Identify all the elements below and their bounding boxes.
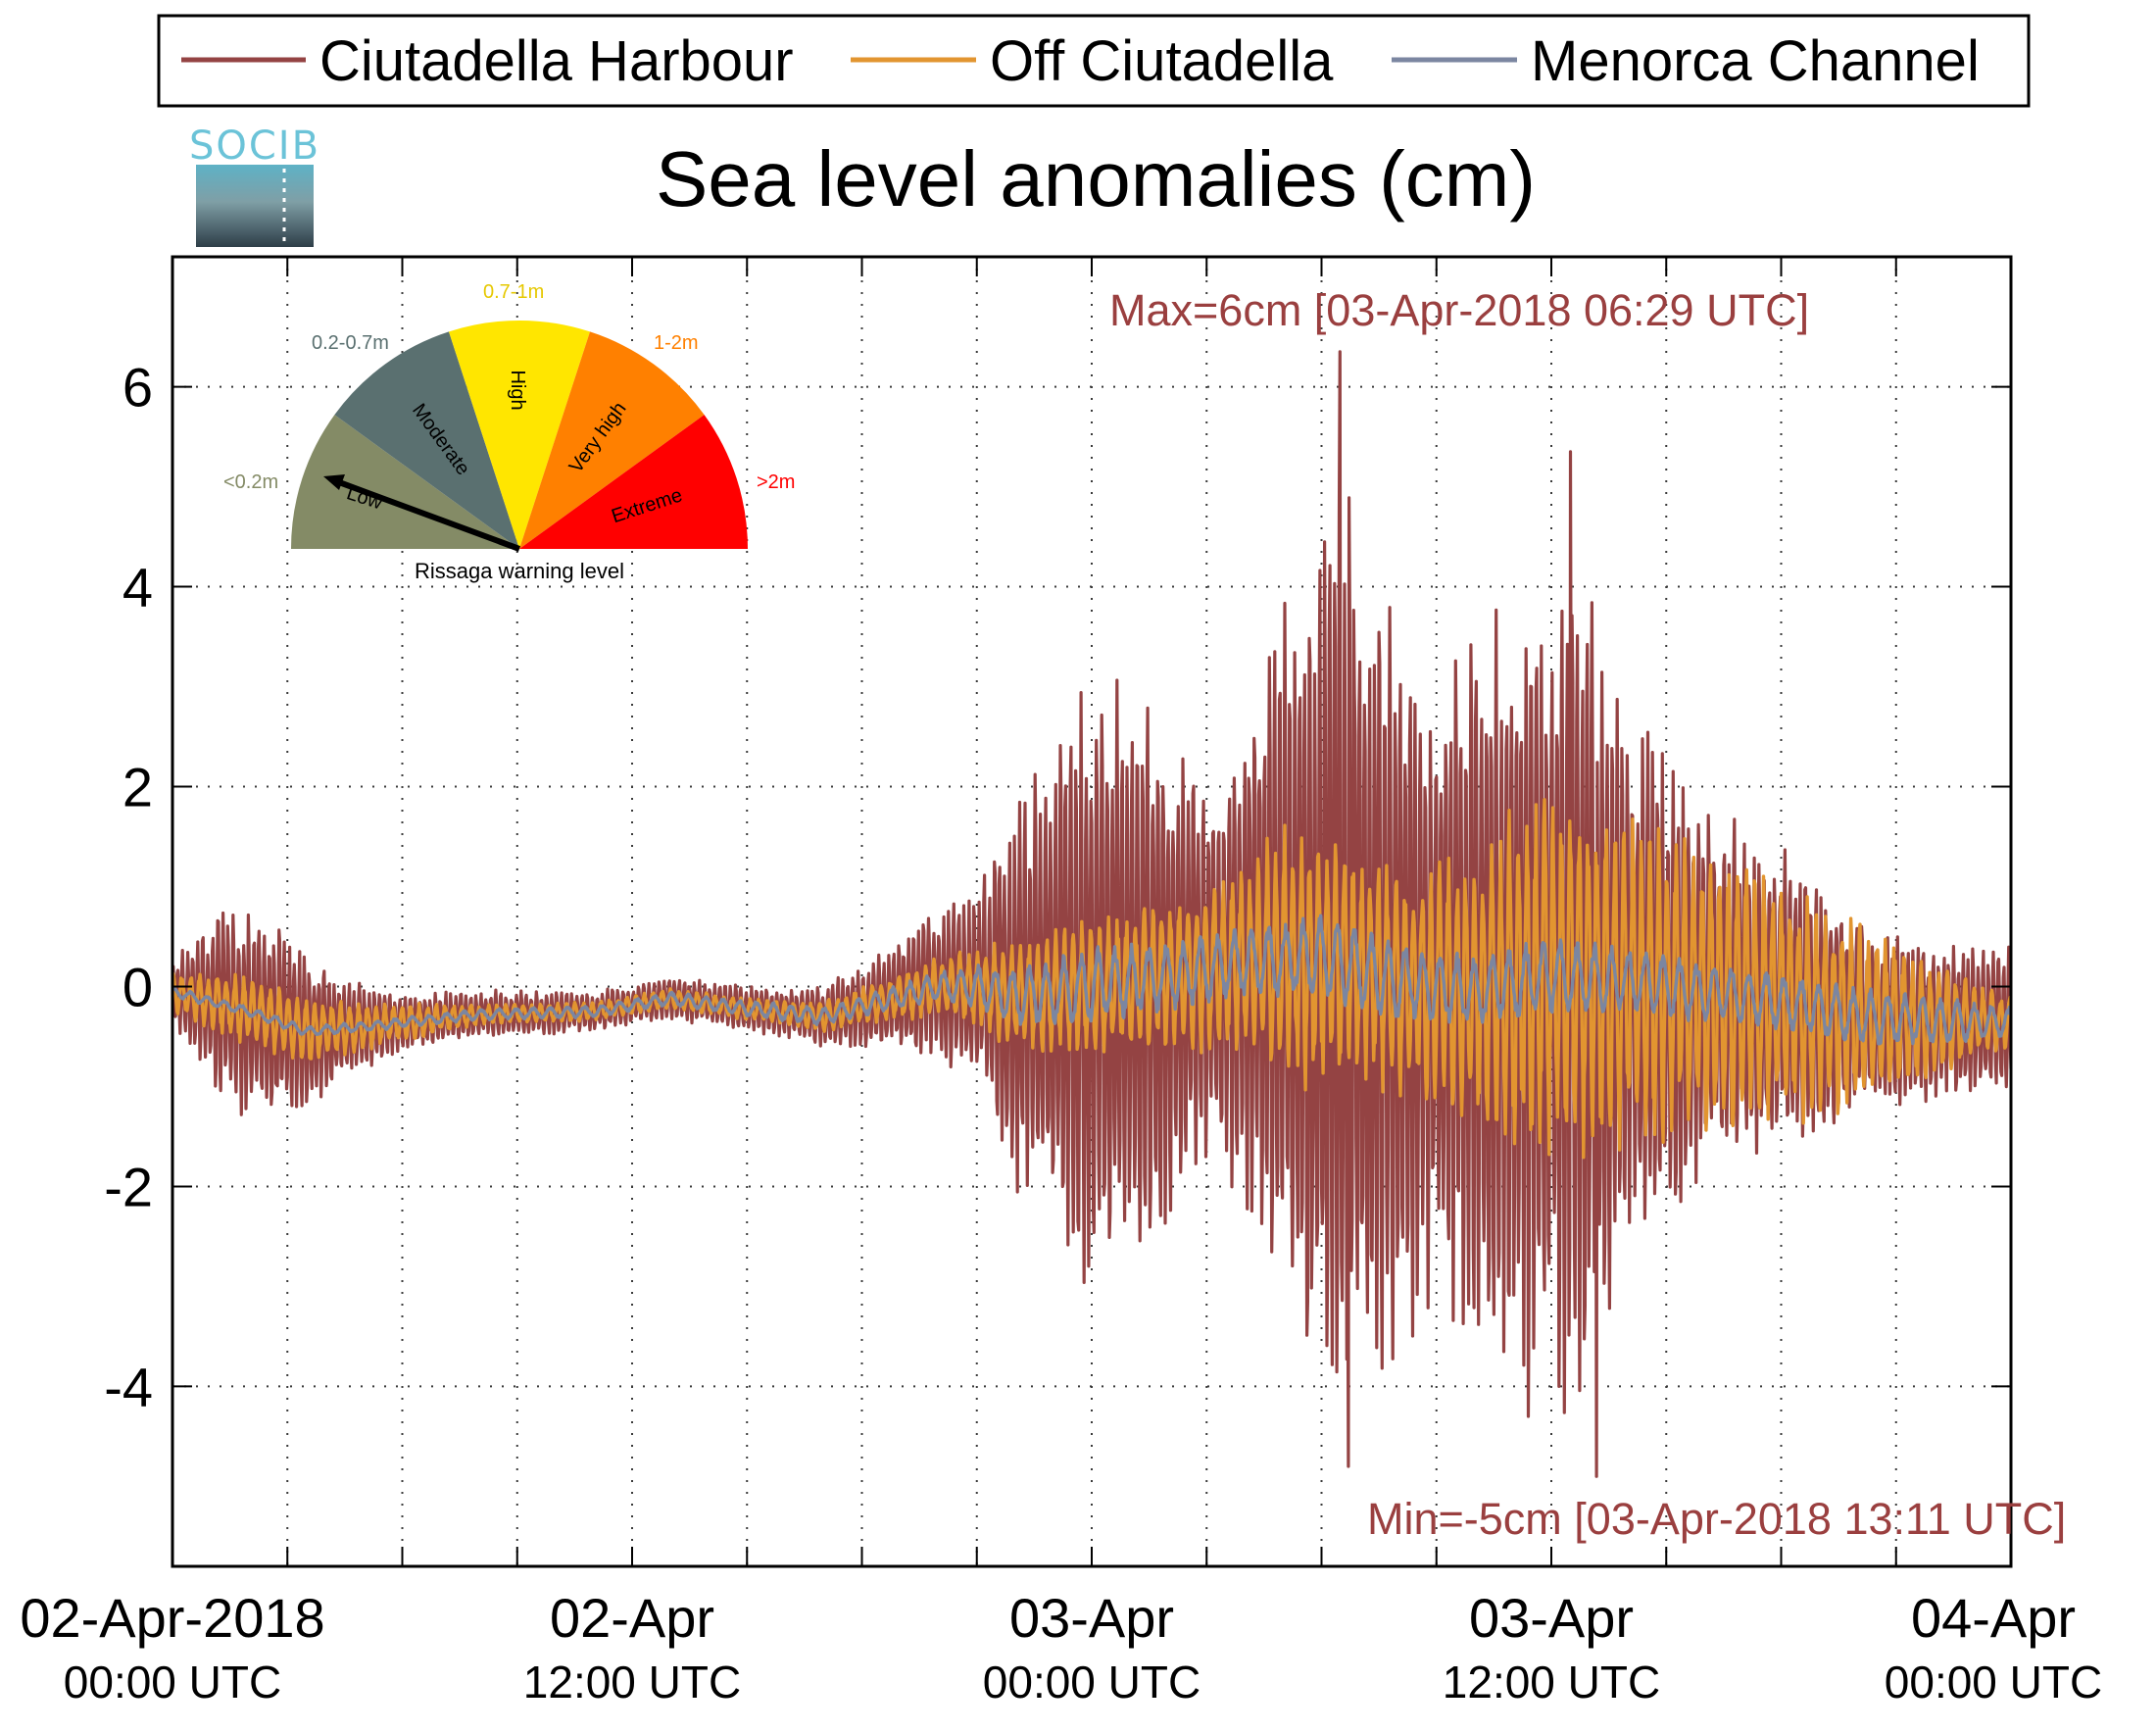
series-layer bbox=[172, 350, 2011, 1478]
y-tick-label: 2 bbox=[122, 757, 153, 818]
x-tick-label: 03-Apr bbox=[1469, 1587, 1634, 1649]
gauge-range-low: <0.2m bbox=[223, 471, 278, 493]
gauge-needle-head bbox=[323, 474, 345, 490]
x-tick-label: 03-Apr bbox=[1009, 1587, 1174, 1649]
x-axis-tick-labels: 02-Apr-2018 00:00 UTC 02-Apr 12:00 UTC 03-Ap… bbox=[20, 1587, 2102, 1707]
legend-entry-ciutadella-harbour: Ciutadella Harbour bbox=[181, 29, 794, 93]
y-axis-tick-labels: -4 -2 0 2 4 6 bbox=[104, 357, 153, 1418]
series-line-menorca-channel bbox=[172, 914, 2011, 1046]
legend-entry-menorca-channel: Menorca Channel bbox=[1392, 29, 1980, 93]
gauge-needle bbox=[337, 479, 521, 552]
legend: Ciutadella Harbour Off Ciutadella Menorc… bbox=[157, 14, 2031, 108]
gauge-sector-extreme bbox=[519, 415, 748, 549]
x-tick-label: 04-Apr bbox=[1911, 1587, 2076, 1649]
legend-label-off-ciutadella: Off Ciutadella bbox=[990, 29, 1334, 93]
x-tick-sublabel: 00:00 UTC bbox=[1885, 1657, 2102, 1707]
x-tick-sublabel: 00:00 UTC bbox=[64, 1657, 281, 1707]
gauge-range-high: 0.7-1m bbox=[483, 281, 544, 303]
gauge-sector-very-high bbox=[519, 331, 705, 549]
min-annotation: Min=-5cm [03-Apr-2018 13:11 UTC] bbox=[1367, 1494, 2066, 1544]
gauge-sector-low bbox=[291, 415, 519, 549]
y-tick-label: -4 bbox=[104, 1356, 153, 1417]
gauge-sector-moderate bbox=[334, 331, 519, 549]
y-tick-label: 0 bbox=[122, 956, 153, 1017]
max-annotation: Max=6cm [03-Apr-2018 06:29 UTC] bbox=[1109, 285, 1809, 335]
gauge-sector-high bbox=[449, 320, 590, 549]
y-tick-label: 4 bbox=[122, 557, 153, 619]
y-tick-label: 6 bbox=[122, 357, 153, 419]
gauge-range-very-high: 1-2m bbox=[654, 332, 699, 354]
legend-frame bbox=[157, 14, 2031, 108]
gauge-range-extreme: >2m bbox=[757, 471, 795, 493]
legend-label-menorca-channel: Menorca Channel bbox=[1531, 29, 1980, 93]
legend-entry-off-ciutadella: Off Ciutadella bbox=[851, 29, 1334, 93]
rissaga-gauge: <0.2m 0.2-0.7m 0.7-1m 1-2m >2m Low Moder… bbox=[223, 281, 795, 583]
gauge-label-high: High bbox=[507, 370, 528, 410]
socib-logo: SOCIB bbox=[189, 124, 320, 247]
plot-area: -4 -2 0 2 4 6 02-Apr-2018 00:00 UTC 02-Apr 12:00… bbox=[20, 255, 2102, 1707]
axis-ticks bbox=[172, 257, 2011, 1566]
x-tick-label: 02-Apr-2018 bbox=[20, 1587, 324, 1649]
x-tick-label: 02-Apr bbox=[550, 1587, 714, 1649]
socib-logo-panel bbox=[196, 165, 314, 247]
x-tick-sublabel: 12:00 UTC bbox=[1443, 1657, 1660, 1707]
y-tick-label: -2 bbox=[104, 1156, 153, 1217]
gauge-range-moderate: 0.2-0.7m bbox=[312, 332, 389, 354]
x-tick-sublabel: 00:00 UTC bbox=[983, 1657, 1200, 1707]
legend-label-ciutadella-harbour: Ciutadella Harbour bbox=[319, 29, 794, 93]
gauge-caption: Rissaga warning level bbox=[415, 559, 624, 583]
socib-logo-text: SOCIB bbox=[189, 124, 320, 169]
x-tick-sublabel: 12:00 UTC bbox=[523, 1657, 741, 1707]
chart-title: Sea level anomalies (cm) bbox=[656, 135, 1536, 223]
